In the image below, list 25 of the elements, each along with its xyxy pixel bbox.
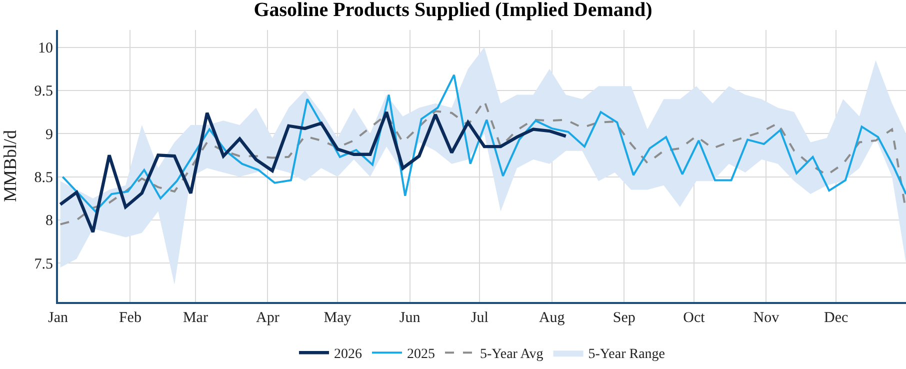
legend-label: 5-Year Avg [480,347,544,362]
x-tick-label: Sep [612,310,636,326]
y-tick-label: 10 [38,40,53,57]
legend-label: 2025 [407,347,435,362]
x-tick-label: Jan [48,310,68,326]
y-tick-label: 9 [46,126,53,143]
y-tick-label: 8.5 [34,170,53,186]
legend-label: 2026 [334,347,362,362]
y-tick-label: 8 [46,213,53,230]
y-tick-label: 7.5 [34,256,53,272]
y-axis-title: MMBbl/d [0,130,20,202]
x-tick-label: Nov [753,310,780,326]
legend-label: 5-Year Range [588,347,665,362]
y-tick-label: 9.5 [34,84,53,100]
x-tick-label: Apr [256,310,280,326]
x-tick-label: Oct [683,310,706,326]
chart-title: Gasoline Products Supplied (Implied Demand) [254,0,652,21]
x-tick-label: Aug [538,310,566,326]
line-series [58,110,568,234]
x-tick-label: Feb [118,310,142,326]
x-tick-label: Jul [470,310,488,326]
x-tick-label: Jun [399,310,421,326]
x-tick-label: Mar [182,310,208,326]
x-tick-label: Dec [824,310,849,326]
x-tick-label: May [324,310,352,326]
